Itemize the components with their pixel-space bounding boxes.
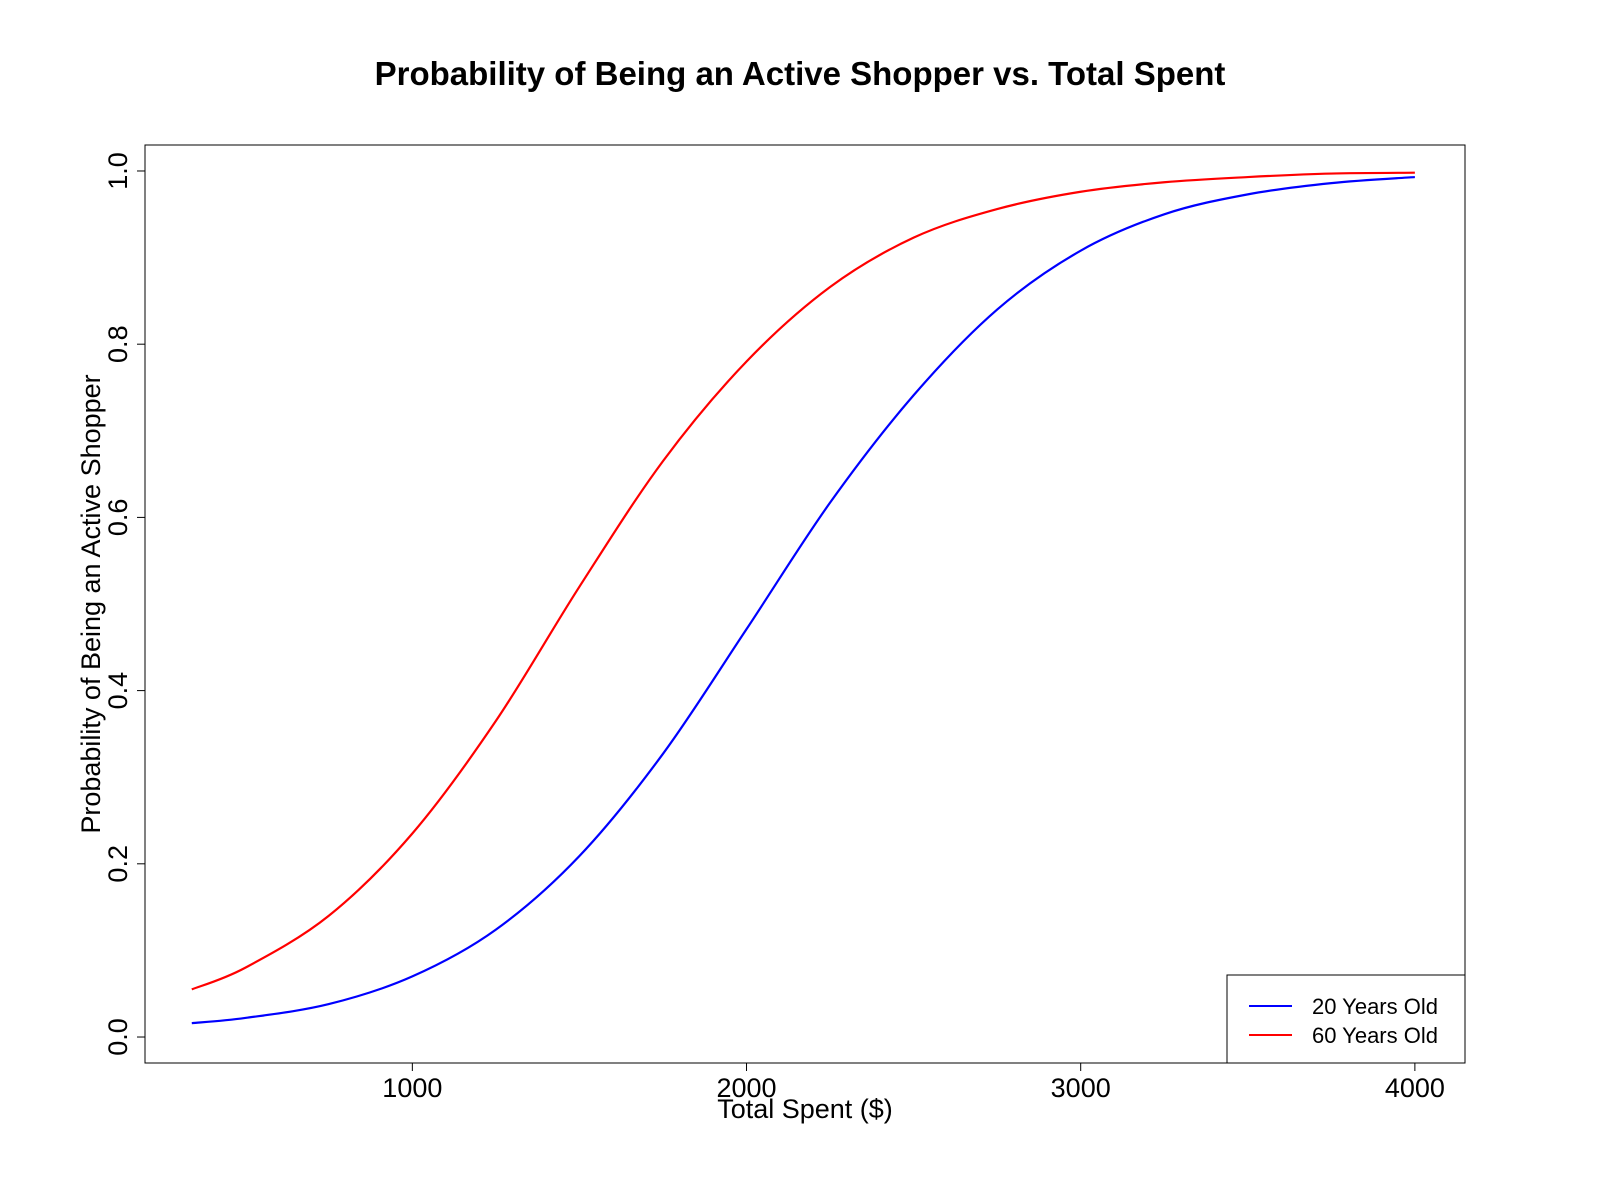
y-tick-label: 0.2 bbox=[103, 845, 133, 883]
x-tick-label: 2000 bbox=[716, 1073, 776, 1103]
series-lines bbox=[191, 171, 1415, 1025]
x-tick-label: 4000 bbox=[1385, 1073, 1445, 1103]
plot-frame bbox=[144, 144, 1466, 1064]
x-axis-label: Total Spent ($) bbox=[717, 1094, 893, 1124]
chart-title: Probability of Being an Active Shopper v… bbox=[375, 55, 1226, 92]
series-line-60-years-old bbox=[191, 171, 1415, 991]
y-tick-label: 1.0 bbox=[103, 152, 133, 190]
x-tick-label: 3000 bbox=[1051, 1073, 1111, 1103]
y-tick-label: 0.8 bbox=[103, 325, 133, 363]
y-tick-label: 0.0 bbox=[103, 1018, 133, 1056]
y-axis-label: Probability of Being an Active Shopper bbox=[76, 374, 106, 833]
legend: 20 Years Old 60 Years Old bbox=[1226, 974, 1466, 1064]
x-tick-label: 1000 bbox=[382, 1073, 442, 1103]
y-tick-label: 0.6 bbox=[103, 499, 133, 537]
legend-label: 20 Years Old bbox=[1312, 994, 1438, 1019]
axes: 1000 2000 3000 4000 0.0 0.2 0.4 0.6 0.8 1.0 bbox=[103, 152, 1445, 1103]
legend-label: 60 Years Old bbox=[1312, 1023, 1438, 1048]
series-line-20-years-old bbox=[191, 175, 1415, 1025]
y-tick-label: 0.4 bbox=[103, 672, 133, 710]
legend-box bbox=[1226, 974, 1466, 1064]
